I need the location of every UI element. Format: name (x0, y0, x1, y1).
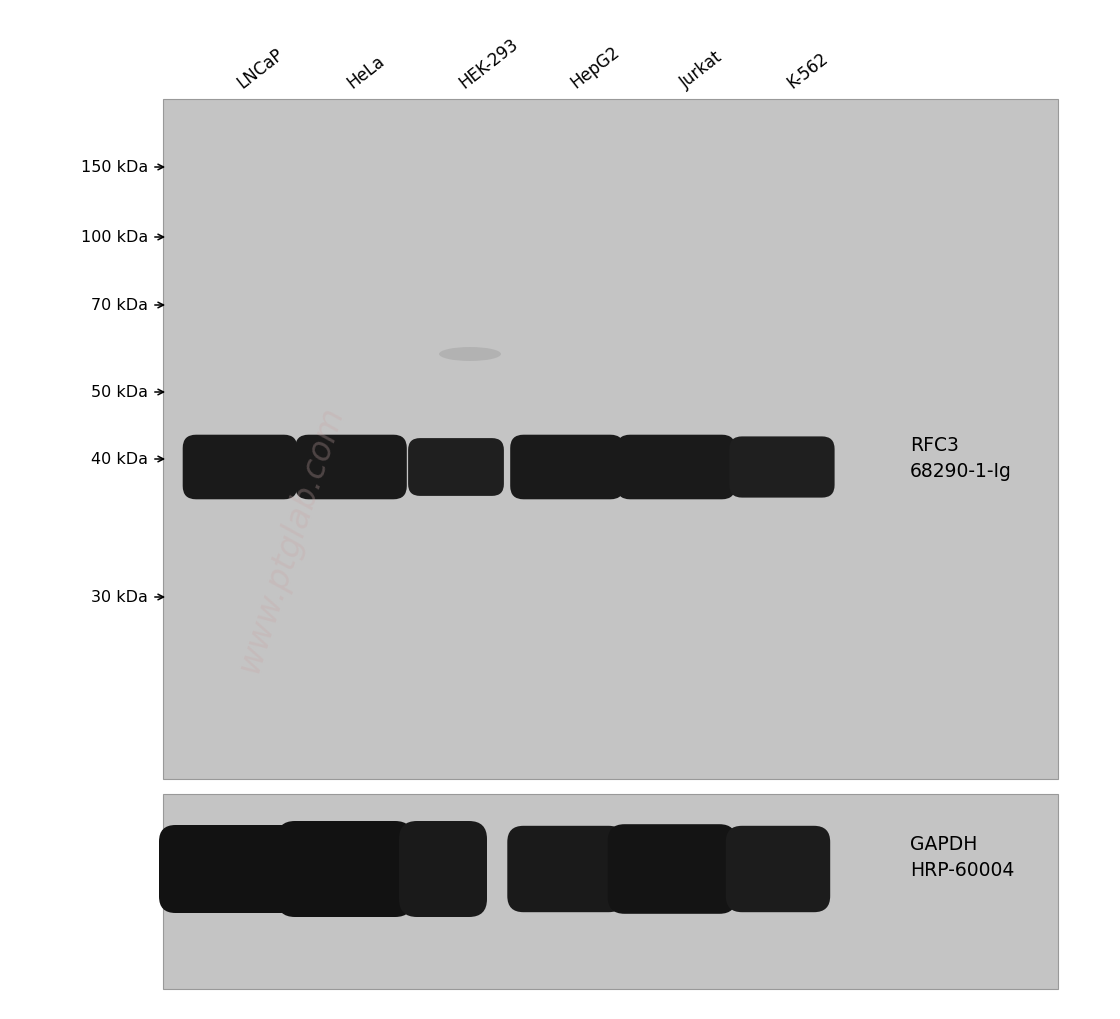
Text: www.ptglab.com: www.ptglab.com (232, 403, 348, 677)
FancyBboxPatch shape (608, 824, 736, 914)
FancyBboxPatch shape (511, 435, 624, 499)
Text: Jurkat: Jurkat (676, 48, 726, 92)
Text: 50 kDa: 50 kDa (91, 385, 148, 400)
Text: 100 kDa: 100 kDa (81, 230, 148, 246)
Ellipse shape (439, 347, 501, 362)
FancyBboxPatch shape (159, 825, 297, 913)
Text: HRP-60004: HRP-60004 (909, 860, 1015, 879)
FancyBboxPatch shape (183, 435, 297, 499)
Text: 40 kDa: 40 kDa (91, 452, 148, 467)
FancyBboxPatch shape (507, 826, 625, 912)
FancyBboxPatch shape (726, 826, 830, 912)
Bar (164, 100, 1058, 780)
FancyBboxPatch shape (399, 821, 487, 917)
Text: 68290-1-Ig: 68290-1-Ig (909, 462, 1011, 481)
Bar (164, 794, 1058, 989)
FancyBboxPatch shape (408, 438, 504, 496)
Text: HEK-293: HEK-293 (456, 35, 522, 92)
Text: GAPDH: GAPDH (909, 835, 978, 853)
Text: 150 kDa: 150 kDa (81, 160, 148, 175)
Text: LNCaP: LNCaP (234, 45, 287, 92)
Text: 30 kDa: 30 kDa (91, 590, 148, 605)
Text: 70 kDa: 70 kDa (91, 299, 148, 313)
Text: HeLa: HeLa (344, 52, 389, 92)
FancyBboxPatch shape (296, 435, 407, 499)
FancyBboxPatch shape (277, 821, 413, 917)
FancyBboxPatch shape (617, 435, 736, 499)
Text: RFC3: RFC3 (909, 435, 959, 454)
Text: K-562: K-562 (784, 49, 832, 92)
Text: HepG2: HepG2 (567, 43, 623, 92)
FancyBboxPatch shape (729, 437, 834, 498)
